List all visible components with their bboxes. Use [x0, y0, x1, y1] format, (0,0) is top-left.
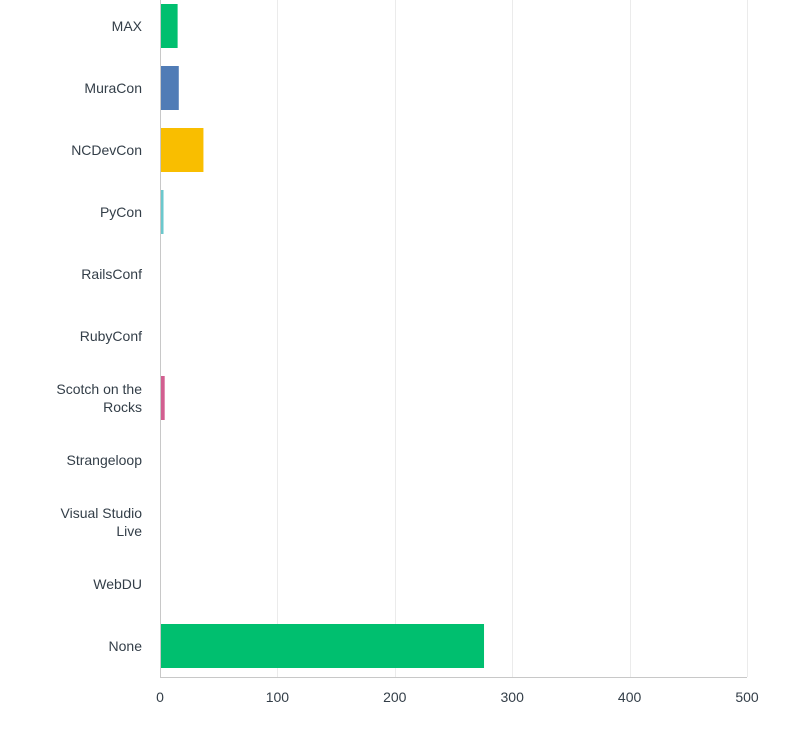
x-tick-label: 500: [735, 689, 759, 705]
axes: [160, 0, 747, 678]
tick-labels: 0 100 200 300 400 500: [156, 689, 759, 705]
category-label: None: [109, 638, 143, 654]
x-tick-label: 300: [501, 689, 525, 705]
x-tick-label: 400: [618, 689, 642, 705]
category-label-line: MAX: [112, 18, 143, 34]
bar: [161, 624, 485, 668]
category-label-line: PyCon: [100, 204, 142, 220]
bar: [161, 4, 178, 48]
category-label-line: RubyConf: [80, 328, 142, 344]
x-tick-label: 200: [383, 689, 407, 705]
category-label-line: Strangeloop: [66, 452, 142, 468]
category-label-line: None: [109, 638, 143, 654]
bar: [161, 376, 165, 420]
category-label: MuraCon: [84, 80, 142, 96]
bar: [161, 66, 179, 110]
category-label-line: MuraCon: [84, 80, 142, 96]
gridlines: [277, 0, 748, 677]
category-label: MAX: [112, 18, 143, 34]
category-label-line: RailsConf: [81, 266, 142, 282]
bar: [161, 128, 204, 172]
x-tick-label: 0: [156, 689, 164, 705]
category-label-line: WebDU: [93, 576, 142, 592]
category-label: Strangeloop: [66, 452, 142, 468]
x-tick-label: 100: [266, 689, 290, 705]
category-label-line: Live: [116, 523, 142, 539]
category-label: WebDU: [93, 576, 142, 592]
category-label: Scotch on the Rocks: [56, 381, 142, 415]
category-label-line: Scotch on the: [56, 381, 142, 397]
category-label: PyCon: [100, 204, 142, 220]
bars: [161, 4, 485, 668]
category-label-line: Visual Studio: [61, 505, 143, 521]
category-label: RubyConf: [80, 328, 142, 344]
category-labels: MAX MuraCon NCDevCon PyCon RailsConf RubyConf…: [56, 18, 142, 654]
category-label-line: NCDevCon: [71, 142, 142, 158]
category-label: RailsConf: [81, 266, 142, 282]
bar: [161, 190, 164, 234]
category-label: Visual Studio Live: [61, 505, 143, 539]
category-label: NCDevCon: [71, 142, 142, 158]
category-label-line: Rocks: [103, 399, 142, 415]
